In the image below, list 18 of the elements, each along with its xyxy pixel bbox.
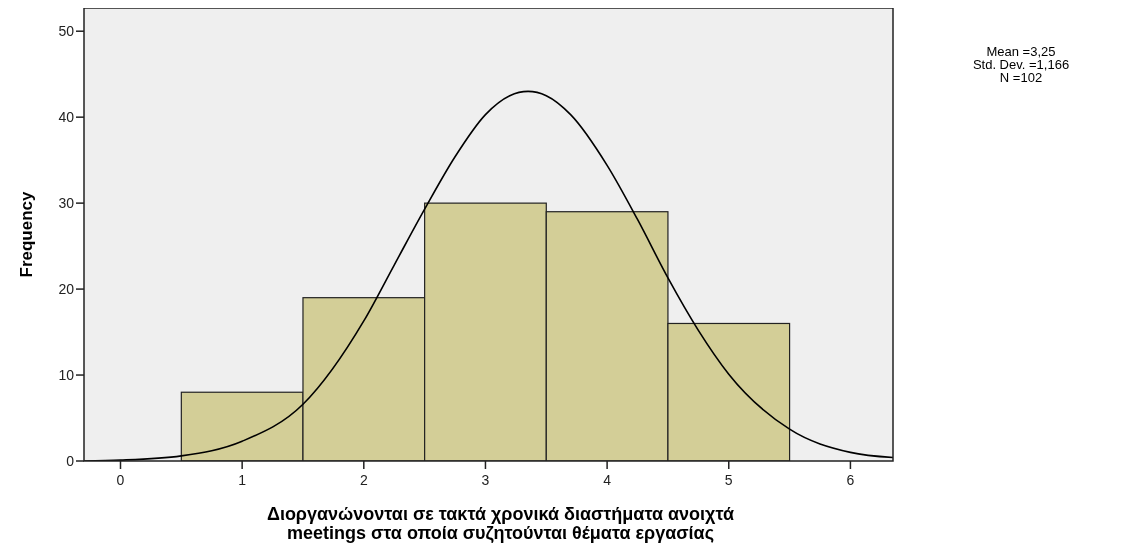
x-tick-label: 3 [481,472,490,488]
y-axis-title: Frequency [16,190,36,278]
x-tick-label: 4 [603,472,612,488]
y-tick-label: 0 [66,452,75,469]
x-axis-title: Διοργανώνονται σε τακτά χρονικά διαστήματα ανοιχτά meetings στα οποία συζητούνται θέματα εργασίας [266,504,735,544]
x-tick-label: 5 [724,472,733,488]
y-tick-label: 10 [58,366,75,383]
x-tick-label: 6 [846,472,855,488]
x-tick-label: 0 [116,472,125,488]
text: N =102 [999,70,1043,85]
y-tick-label: 20 [58,280,75,297]
y-tick-label: 40 [58,109,75,126]
y-tick-label: 30 [58,195,75,212]
text: Mean =3,25 [986,44,1056,59]
y-tick-label: 50 [58,23,75,40]
text: Std. Dev. =1,166 [972,57,1070,72]
x-tick-label: 1 [238,472,247,488]
x-tick-label: 2 [359,472,368,488]
